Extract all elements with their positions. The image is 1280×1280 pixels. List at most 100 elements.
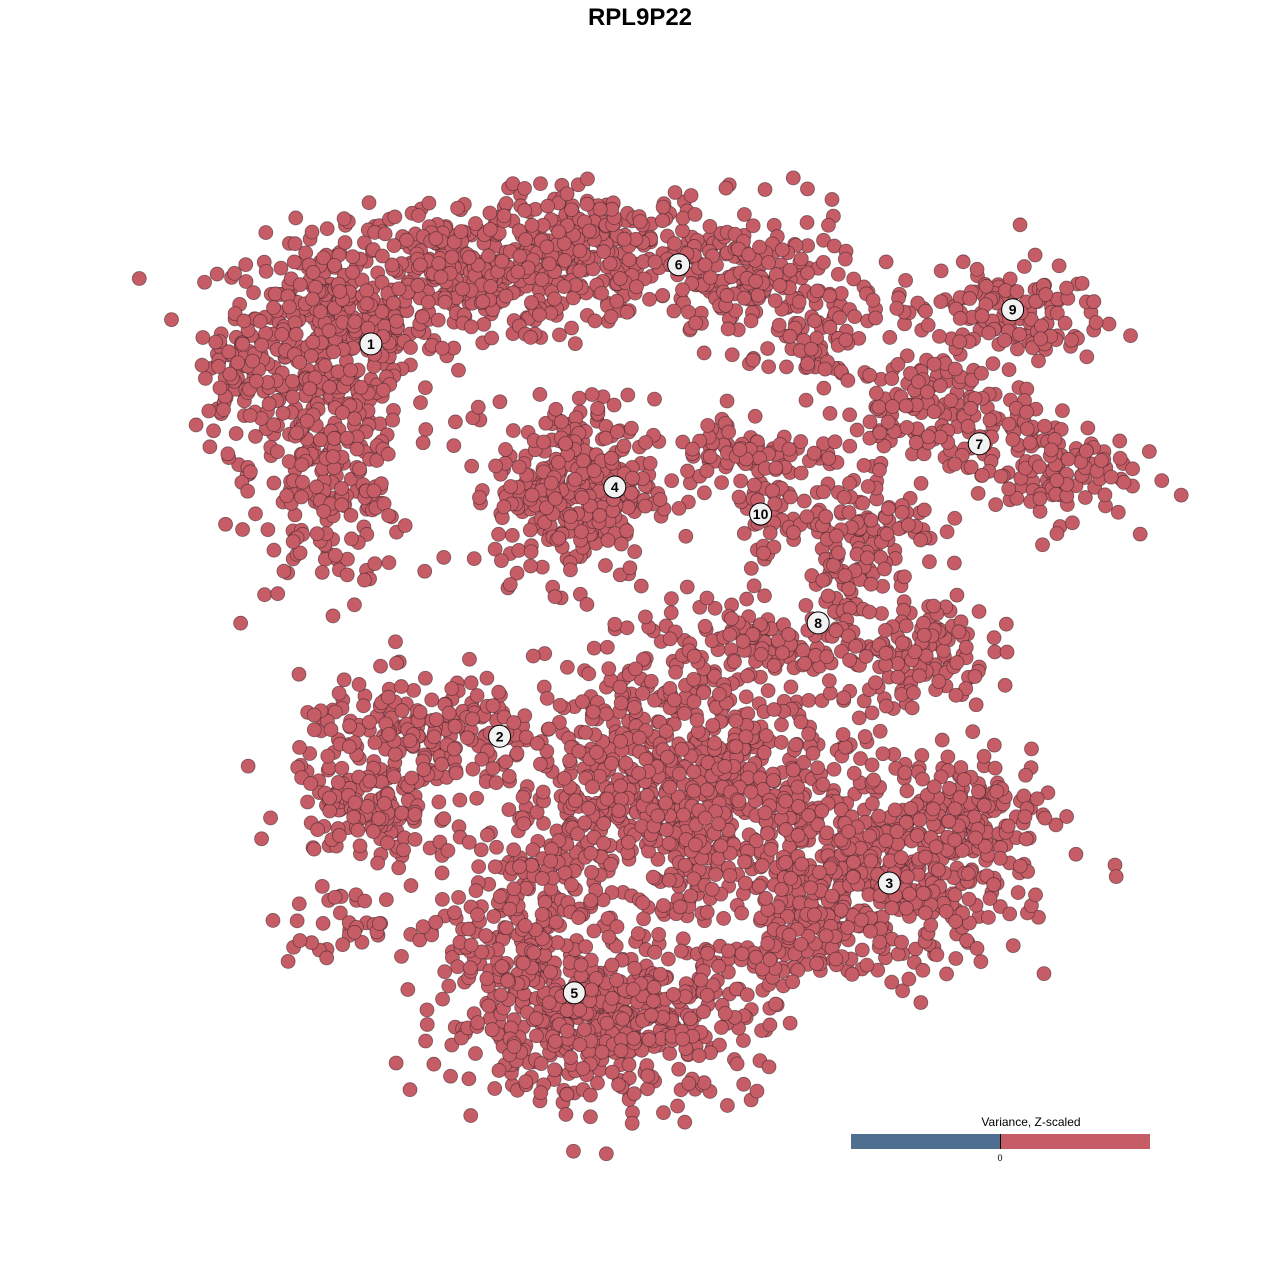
cell-point — [1022, 435, 1038, 451]
cell-point — [582, 1087, 598, 1103]
cell-point — [208, 334, 224, 350]
cell-point — [394, 703, 410, 718]
cell-point — [714, 1020, 729, 1035]
cell-point — [625, 982, 641, 997]
cell-point — [378, 892, 394, 908]
cell-point — [496, 499, 512, 515]
cell-point — [681, 304, 696, 320]
cell-point — [492, 889, 508, 904]
cell-point — [736, 526, 752, 541]
cell-point — [743, 560, 759, 576]
cell-point — [822, 685, 838, 701]
cell-point — [563, 562, 578, 578]
cell-point — [986, 630, 1002, 646]
cell-point — [584, 387, 600, 402]
cell-point — [380, 689, 396, 705]
cell-point — [638, 609, 653, 625]
cell-point — [510, 264, 526, 280]
cell-point — [579, 597, 595, 612]
cell-point — [679, 579, 695, 595]
cell-point — [380, 446, 396, 462]
cell-point — [628, 661, 643, 677]
cell-point — [584, 864, 599, 880]
cell-point — [1077, 490, 1093, 505]
cell-point — [314, 564, 330, 580]
cell-point — [752, 239, 767, 255]
cell-point — [612, 271, 628, 286]
cell-point — [334, 497, 350, 513]
cell-point — [610, 424, 625, 440]
cell-point — [948, 951, 964, 966]
cell-point — [523, 544, 539, 560]
cell-point — [848, 638, 864, 654]
cell-point — [1112, 450, 1128, 466]
cell-point — [441, 978, 457, 994]
cell-point — [702, 219, 718, 234]
cell-point — [492, 394, 508, 410]
cell-point — [635, 895, 651, 911]
cell-point — [556, 770, 572, 786]
cell-point — [581, 800, 597, 816]
cell-point — [212, 380, 228, 396]
cell-point — [502, 577, 518, 592]
cell-point — [815, 777, 831, 792]
cell-point — [448, 765, 464, 781]
cell-point — [528, 1011, 544, 1026]
cell-point — [619, 304, 635, 320]
cell-point — [697, 485, 712, 501]
cell-point — [932, 328, 947, 344]
cell-point — [580, 171, 595, 187]
cell-point — [320, 748, 336, 764]
cell-point — [573, 524, 589, 540]
cell-point — [559, 1002, 575, 1018]
cell-point — [419, 1017, 435, 1032]
cell-point — [325, 449, 341, 465]
cell-point — [487, 859, 503, 875]
cell-point — [968, 697, 984, 713]
cell-point — [288, 210, 304, 226]
cell-point — [993, 468, 1009, 484]
cell-point — [658, 723, 674, 739]
cell-point — [761, 359, 777, 375]
cell-point — [667, 185, 683, 200]
cell-point — [245, 353, 260, 369]
cell-point — [1001, 362, 1017, 378]
cell-point — [671, 1061, 687, 1077]
cell-point — [306, 707, 322, 723]
cell-point — [801, 726, 816, 742]
cell-point — [807, 313, 822, 329]
cell-point — [611, 803, 627, 819]
cell-point — [463, 319, 479, 335]
cell-point — [482, 205, 498, 221]
cell-point — [534, 871, 550, 886]
cell-point — [858, 649, 874, 664]
cell-point — [281, 299, 297, 315]
cell-point — [705, 717, 721, 733]
cell-point — [267, 286, 283, 302]
cell-point — [646, 979, 662, 995]
cell-point — [946, 555, 962, 571]
cell-point — [743, 313, 759, 329]
cell-point — [437, 294, 453, 310]
cell-point — [683, 188, 699, 203]
cell-point — [624, 1115, 640, 1131]
cell-point — [898, 618, 914, 634]
cell-point — [671, 766, 687, 782]
cell-point — [526, 945, 542, 961]
cell-point — [479, 827, 495, 843]
cell-point — [233, 615, 249, 631]
cell-point — [604, 990, 620, 1006]
cell-point — [590, 401, 606, 416]
cell-point — [552, 697, 568, 713]
cell-point — [566, 1143, 581, 1159]
cell-point — [899, 869, 915, 885]
cell-point — [820, 588, 836, 604]
cell-point — [711, 816, 727, 832]
cell-point — [230, 355, 246, 371]
cell-point — [814, 803, 830, 819]
cell-point — [661, 836, 677, 851]
cell-point — [559, 186, 575, 202]
cell-point — [426, 729, 442, 745]
cell-point — [487, 541, 503, 557]
